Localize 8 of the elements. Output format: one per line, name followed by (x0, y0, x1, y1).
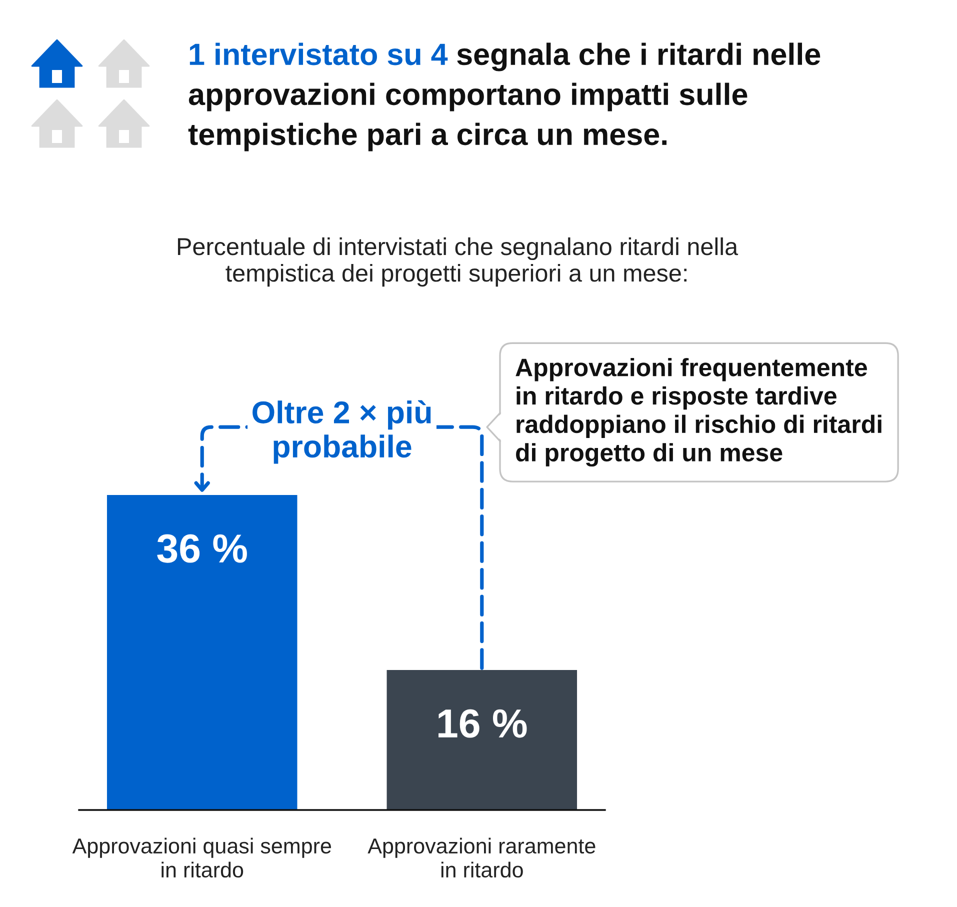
chart-title: 1 intervistato su 4 segnala che i ritardi nelle approvazioni comportano impatti sulle tempistiche pari a circa un mese. (188, 42, 820, 152)
chart-subtitle: Percentuale di intervistati che segnalano ritardi nella tempistica dei progetti superiori a un mese: (178, 237, 738, 287)
data-label: 36 % (157, 534, 247, 563)
text: Approvazioni frequentemente in ritardo e risposte tardive raddoppiano il rischio di ritardi di progetto di un mese (516, 358, 882, 467)
x-tick-label: Approvazioni quasi sempre in ritardo (72, 838, 331, 878)
data-label: 16 % (438, 709, 527, 738)
annotation: Oltre 2 × più probabile (252, 400, 431, 464)
x-tick-label: Approvazioni raramente in ritardo (368, 838, 596, 878)
